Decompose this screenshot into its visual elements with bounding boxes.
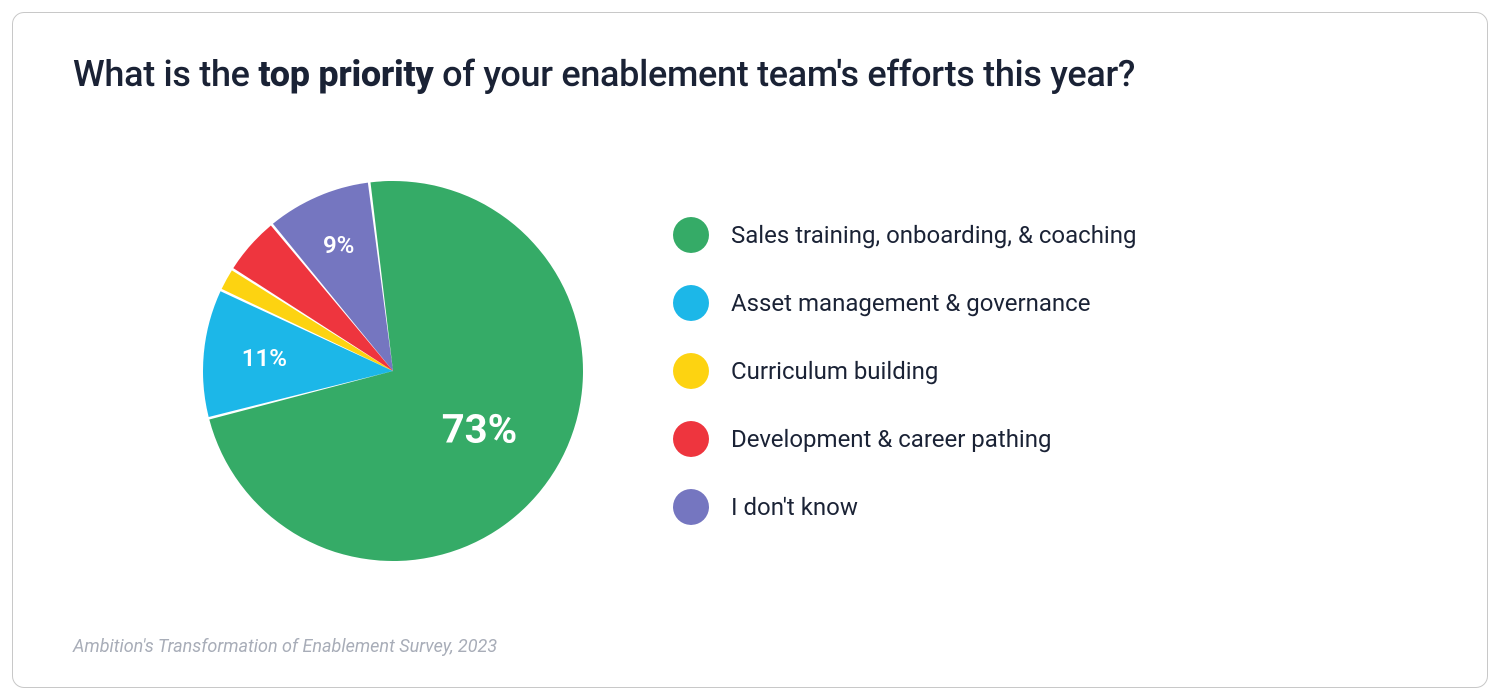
title-prefix: What is the — [73, 53, 258, 95]
legend-swatch — [673, 489, 709, 525]
slice-percent-label: 11% — [242, 344, 287, 372]
legend-label: Development & career pathing — [731, 425, 1051, 453]
title-suffix: of your enablement team's efforts this y… — [434, 53, 1136, 95]
legend: Sales training, onboarding, & coaching As… — [673, 217, 1137, 525]
legend-item: Curriculum building — [673, 353, 1137, 389]
pie-chart: 73% 11% 9% — [193, 171, 593, 571]
legend-label: Curriculum building — [731, 357, 938, 385]
chart-title: What is the top priority of your enablem… — [73, 53, 1427, 95]
chart-card: What is the top priority of your enablem… — [12, 12, 1488, 688]
legend-swatch — [673, 285, 709, 321]
legend-label: Sales training, onboarding, & coaching — [731, 221, 1137, 249]
footnote: Ambition's Transformation of Enablement … — [73, 636, 1427, 657]
legend-swatch — [673, 217, 709, 253]
title-bold: top priority — [258, 53, 433, 95]
legend-label: I don't know — [731, 493, 858, 521]
legend-item: Sales training, onboarding, & coaching — [673, 217, 1137, 253]
legend-label: Asset management & governance — [731, 289, 1090, 317]
legend-swatch — [673, 421, 709, 457]
legend-swatch — [673, 353, 709, 389]
legend-item: I don't know — [673, 489, 1137, 525]
legend-item: Development & career pathing — [673, 421, 1137, 457]
legend-item: Asset management & governance — [673, 285, 1137, 321]
chart-content: 73% 11% 9% Sales training, onboarding, & c… — [73, 125, 1427, 616]
slice-percent-label: 9% — [323, 231, 354, 259]
slice-percent-label: 73% — [442, 406, 517, 453]
